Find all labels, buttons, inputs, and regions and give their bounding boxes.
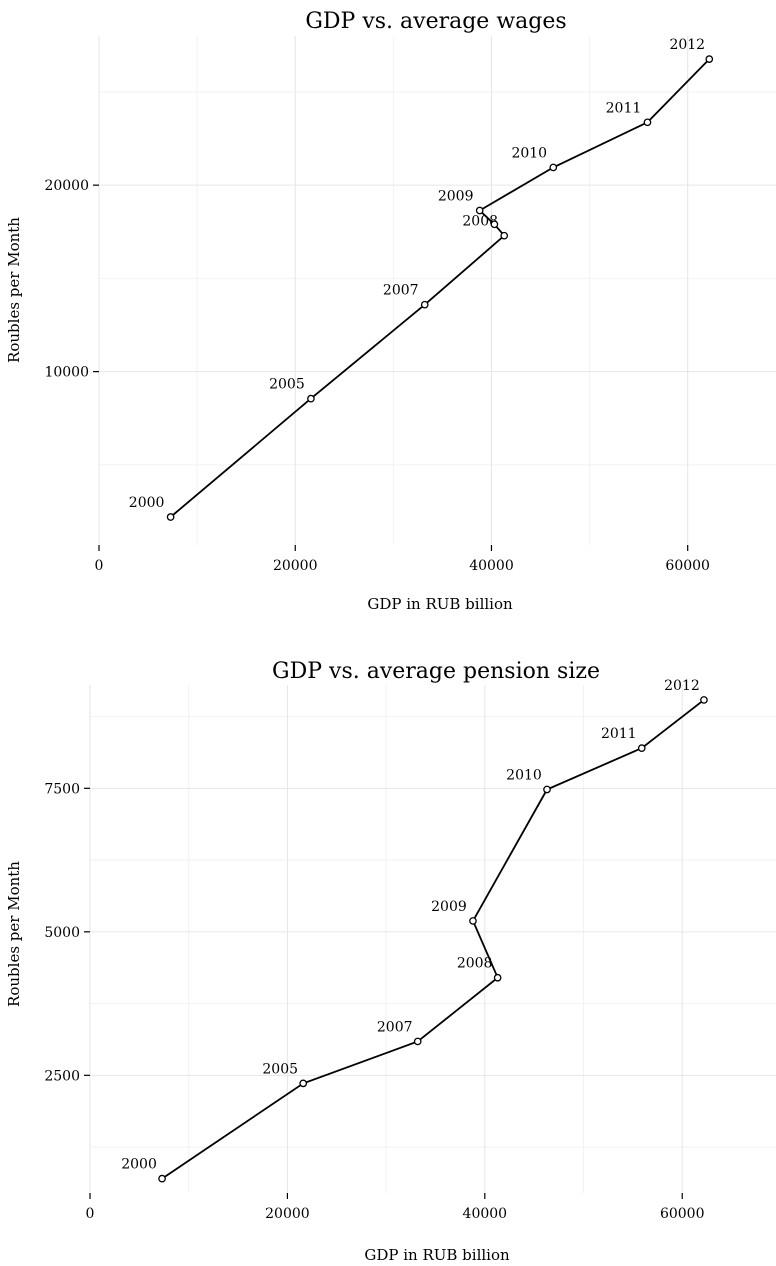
data-label: 2010 (506, 767, 542, 783)
wages-chart: GDP vs. average wages 0 20000 40000 60000 10… (0, 0, 776, 620)
data-point (644, 119, 650, 125)
data-point (491, 221, 497, 227)
y-tick-label: 5000 (44, 925, 80, 941)
data-label: 2000 (121, 1157, 157, 1173)
chart-title: GDP vs. average pension size (272, 659, 600, 684)
data-label: 2011 (601, 726, 637, 742)
y-tick-label: 20000 (44, 178, 89, 194)
data-point (415, 1038, 421, 1044)
data-label: 2007 (377, 1019, 413, 1035)
data-label: 2005 (269, 377, 305, 393)
data-point (544, 786, 550, 792)
x-tick-label: 60000 (660, 1206, 705, 1222)
pension-chart: GDP vs. average pension size 0 20000 40000… (0, 640, 776, 1266)
data-label: 2009 (431, 899, 467, 915)
data-point (639, 745, 645, 751)
data-point (300, 1080, 306, 1086)
data-point (470, 918, 476, 924)
data-label: 2000 (129, 495, 165, 511)
data-label: 2012 (664, 678, 700, 694)
data-point (159, 1175, 165, 1181)
data-point (476, 207, 482, 213)
x-tick-label: 0 (95, 558, 104, 574)
x-tick-label: 60000 (665, 558, 710, 574)
data-point (308, 395, 314, 401)
series-line (171, 59, 710, 517)
x-tick-label: 0 (86, 1206, 95, 1222)
axis-ticks: 0 20000 40000 60000 10000 20000 (44, 178, 710, 574)
grid (90, 685, 776, 1193)
data-label: 2010 (511, 145, 547, 161)
series-line (162, 700, 704, 1179)
data-point (701, 697, 707, 703)
y-axis-label: Roubles per Month (5, 217, 23, 363)
x-axis-label: GDP in RUB billion (367, 595, 513, 613)
x-tick-label: 20000 (273, 558, 318, 574)
data-label: 2011 (606, 100, 642, 116)
data-point (494, 975, 500, 981)
data-point (167, 514, 173, 520)
x-tick-label: 40000 (463, 1206, 508, 1222)
data-point (501, 232, 507, 238)
y-tick-label: 2500 (44, 1068, 80, 1084)
x-tick-label: 40000 (469, 558, 514, 574)
x-axis-label: GDP in RUB billion (364, 1246, 510, 1264)
y-tick-label: 10000 (44, 365, 89, 381)
y-axis-label: Roubles per Month (5, 861, 23, 1007)
y-tick-label: 7500 (44, 781, 80, 797)
data-point (706, 56, 712, 62)
data-label: 2008 (457, 956, 493, 972)
chart-title: GDP vs. average wages (305, 9, 566, 34)
data-label: 2012 (669, 37, 705, 53)
x-tick-label: 20000 (265, 1206, 310, 1222)
series: 2000 2005 2007 2008 2009 2010 2011 2012 (121, 678, 707, 1182)
data-label: 2009 (438, 189, 474, 205)
data-point (422, 301, 428, 307)
data-point (550, 164, 556, 170)
data-label: 2005 (262, 1061, 298, 1077)
grid (99, 36, 776, 545)
data-label: 2007 (383, 283, 419, 299)
